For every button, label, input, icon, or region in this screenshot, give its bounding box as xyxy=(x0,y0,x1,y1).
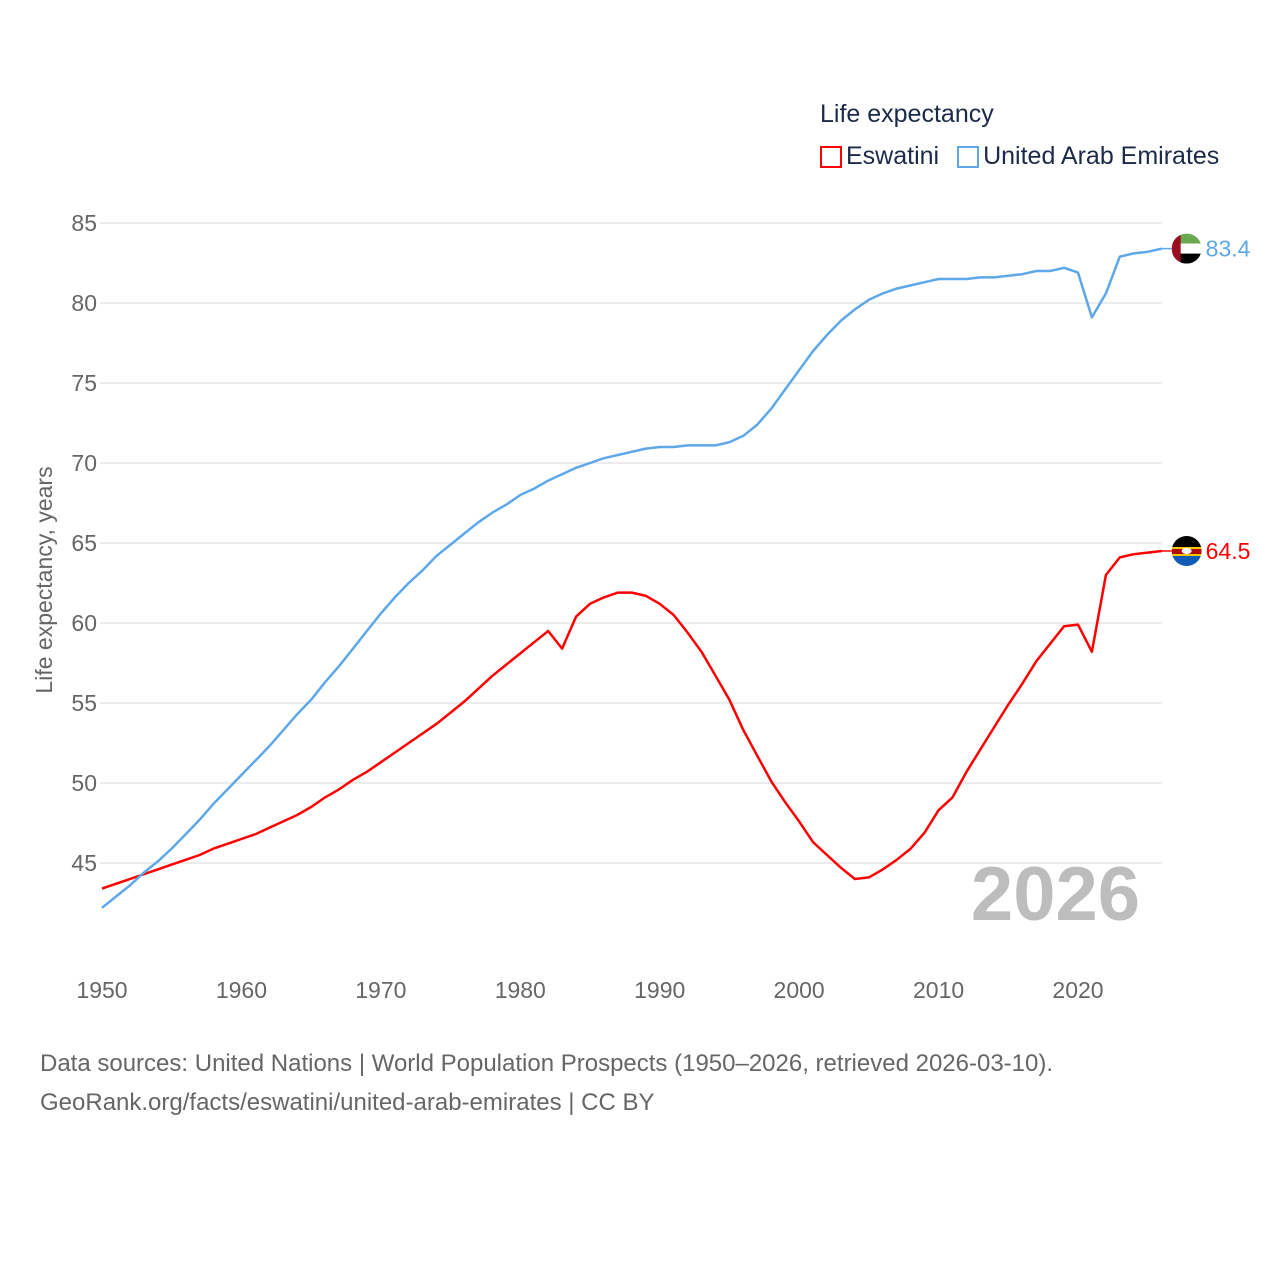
legend-label: United Arab Emirates xyxy=(983,142,1220,170)
x-tick-label: 2020 xyxy=(1052,977,1103,1003)
legend-item-eswatini[interactable]: Eswatini xyxy=(820,142,939,171)
series-line-uae xyxy=(101,247,1162,909)
y-tick-label: 80 xyxy=(71,290,97,316)
y-tick-label: 45 xyxy=(71,850,97,876)
legend-swatch-uae xyxy=(957,145,980,168)
x-tick-label: 2000 xyxy=(774,977,825,1003)
x-tick-label: 1990 xyxy=(634,977,685,1003)
x-tick-label: 2010 xyxy=(913,977,964,1003)
y-tick-label: 65 xyxy=(71,530,97,556)
end-value-label: 83.4 xyxy=(1206,236,1251,262)
footer: Data sources: United Nations | World Pop… xyxy=(40,1044,1053,1122)
source-link[interactable]: GeoRank.org/facts/eswatini/united-arab-e… xyxy=(40,1089,655,1116)
legend-swatch-eswatini xyxy=(820,145,842,168)
gridlines xyxy=(100,222,1162,864)
series-lines xyxy=(101,247,1162,909)
x-tick-label: 1960 xyxy=(216,977,267,1003)
y-tick-label: 50 xyxy=(71,770,97,796)
y-axis-label: Life expectancy, years xyxy=(31,466,57,693)
uae-flag-icon xyxy=(1171,233,1202,264)
series-line-eswatini xyxy=(101,549,1162,890)
y-tick-label: 60 xyxy=(71,610,97,636)
series-end-markers: 64.5 83.4 xyxy=(1161,233,1251,566)
x-tick-label: 1980 xyxy=(495,977,546,1003)
x-tick-label: 1970 xyxy=(355,977,406,1003)
x-axis-ticks: 1950 1960 1970 1980 1990 2000 2010 2020 xyxy=(76,977,1103,1003)
y-tick-label: 55 xyxy=(71,690,97,716)
y-tick-label: 85 xyxy=(71,210,97,236)
legend-label: Eswatini xyxy=(846,142,940,170)
end-value-label: 64.5 xyxy=(1206,538,1251,564)
legend-item-uae[interactable]: United Arab Emirates xyxy=(957,142,1219,171)
data-sources: Data sources: United Nations | World Pop… xyxy=(40,1050,1054,1077)
y-axis-ticks: 45 50 55 60 65 70 75 80 85 xyxy=(71,210,97,876)
y-tick-label: 70 xyxy=(71,450,97,476)
x-tick-label: 1950 xyxy=(76,977,127,1003)
eswatini-flag-icon xyxy=(1171,536,1202,566)
legend-title: Life expectancy xyxy=(820,100,994,128)
y-tick-label: 75 xyxy=(71,370,97,396)
legend: Eswatini United Arab Emirates xyxy=(820,142,1219,171)
year-watermark: 2026 xyxy=(971,852,1140,937)
